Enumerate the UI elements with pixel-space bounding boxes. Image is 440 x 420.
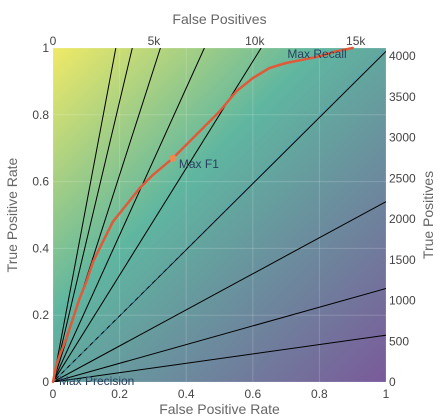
right-tick-label: 2000	[389, 212, 416, 226]
max-f1-marker	[169, 154, 177, 162]
top-ticks: 0 5k 10k 15k	[50, 34, 367, 48]
curve-point	[251, 76, 254, 80]
annotation-label: Max Recall	[287, 47, 346, 61]
bottom-ticks: 0 0.2 0.4 0.6 0.8 1	[50, 387, 390, 401]
right-tick-label: 2500	[389, 171, 416, 185]
iso-line	[53, 48, 133, 382]
curve-point	[71, 317, 75, 320]
top-tick-label: 15k	[346, 34, 366, 48]
left-ticks: 0 0.2 0.4 0.6 0.8 1	[32, 41, 49, 389]
top-tick-label: 0	[50, 34, 57, 48]
curve-points	[51, 46, 354, 384]
curve-point	[65, 337, 68, 340]
y-axis-title: True Positive Rate	[4, 157, 20, 272]
right-tick-label: 1000	[389, 294, 416, 308]
roc-curve	[51, 46, 353, 383]
curve-point	[58, 354, 61, 357]
right-tick-label: 0	[389, 375, 396, 389]
x-tick-label: 0	[50, 387, 57, 401]
y-tick-label: 0.8	[32, 108, 49, 122]
curve-point	[91, 260, 95, 263]
x-tick-label: 0.4	[178, 387, 195, 401]
curve-point	[334, 50, 338, 53]
curve-point	[185, 143, 188, 147]
top-tick-label: 10k	[245, 34, 265, 48]
curve-point	[111, 220, 115, 223]
x-tick-label: 0.2	[111, 387, 128, 401]
x-axis-title: False Positive Rate	[159, 401, 280, 417]
right-ticks: 0 500 1000 1500 2000 2500 3000 3500 4000	[389, 49, 416, 389]
curve-point	[151, 173, 155, 177]
curve-point	[125, 203, 128, 207]
right-tick-label: 3000	[389, 131, 416, 145]
curve-point	[218, 110, 221, 113]
curve-point	[268, 66, 271, 70]
right-axis-title: True Positives	[420, 171, 436, 259]
y-tick-label: 0.4	[32, 241, 49, 255]
curve-point	[201, 126, 205, 130]
x-tick-label: 1	[383, 387, 390, 401]
diagonal-line	[52, 47, 387, 383]
top-axis-title: False Positives	[172, 11, 266, 27]
iso-line	[53, 201, 386, 382]
top-tick-label: 5k	[148, 34, 162, 48]
iso-line	[53, 287, 386, 382]
curve-point	[318, 55, 321, 58]
right-tick-label: 4000	[389, 49, 416, 63]
curve-point	[55, 364, 58, 367]
right-tick-label: 500	[389, 334, 409, 348]
x-tick-label: 0.8	[311, 387, 328, 401]
y-tick-label: 0	[42, 375, 49, 389]
curve-point	[351, 46, 354, 50]
annotation-label: Max Precision	[59, 374, 134, 388]
x-tick-label: 0.6	[244, 387, 261, 401]
curve-point	[234, 90, 238, 93]
curve-point	[101, 240, 105, 243]
iso-line	[53, 48, 117, 382]
curve-point	[301, 58, 304, 61]
y-tick-label: 1	[42, 41, 49, 55]
y-tick-label: 0.6	[32, 175, 49, 189]
iso-line	[53, 48, 205, 382]
annotation-label: Max F1	[179, 157, 219, 171]
curve-point	[78, 297, 81, 300]
y-tick-label: 0.2	[32, 308, 49, 322]
curve-point	[85, 280, 88, 283]
right-tick-label: 1500	[389, 253, 416, 267]
curve-point	[51, 380, 55, 384]
annotations: Max F1 Max Recall Max Precision	[59, 47, 347, 388]
curve-point	[138, 187, 141, 190]
iso-line	[53, 334, 386, 382]
curve-point	[284, 61, 288, 65]
right-tick-label: 3500	[389, 90, 416, 104]
curve-point	[161, 165, 165, 168]
iso-line	[53, 50, 386, 382]
